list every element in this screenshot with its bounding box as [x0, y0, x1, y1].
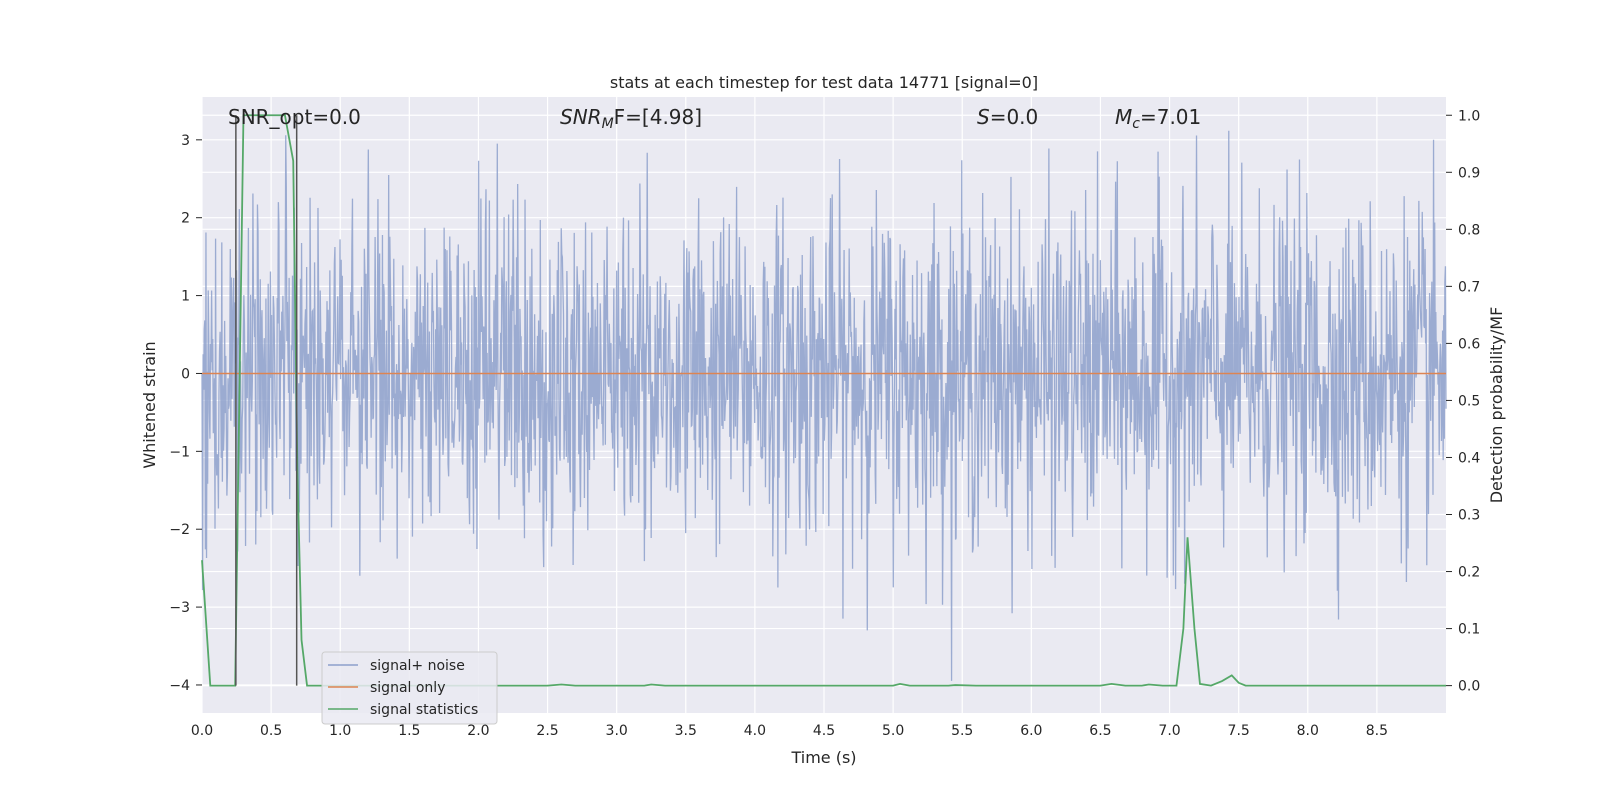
- annotation-mc-main: M: [1115, 105, 1132, 129]
- annotation-mc-tail: =7.01: [1140, 105, 1201, 129]
- x-tick-label: 6.5: [1089, 723, 1111, 739]
- y-tick-label-right: 0.1: [1458, 622, 1480, 638]
- annotation-snr-mf-tail: F=[4.98]: [614, 105, 702, 129]
- y-tick-label-right: 0.6: [1458, 336, 1480, 352]
- legend-label-signal-only: signal only: [370, 680, 445, 696]
- x-tick-label: 0.0: [191, 723, 213, 739]
- x-tick-label: 3.5: [675, 723, 697, 739]
- x-tick-label: 1.5: [398, 723, 420, 739]
- y-tick-label-right: 0.3: [1458, 508, 1480, 524]
- annotation-snr-opt: SNR_opt=0.0: [228, 105, 361, 129]
- y-tick-label-left: −2: [169, 522, 190, 538]
- legend-label-signal-noise: signal+ noise: [370, 658, 465, 674]
- chart-title: stats at each timestep for test data 147…: [610, 73, 1038, 92]
- x-tick-label: 4.0: [744, 723, 766, 739]
- legend: signal+ noise signal only signal statist…: [321, 651, 498, 725]
- x-axis-label: Time (s): [790, 748, 856, 767]
- x-tick-label: 6.0: [1020, 723, 1042, 739]
- annotation-s-main: S: [977, 105, 990, 129]
- annotation-snr-mf-sub: M: [602, 116, 614, 132]
- y-tick-label-right: 1.0: [1458, 108, 1480, 124]
- series-line-signal-statistics: [201, 114, 1446, 687]
- annotation-s-tail: =0.0: [990, 105, 1039, 129]
- series-lines: [201, 114, 1446, 687]
- y-tick-label-right: 0.9: [1458, 165, 1480, 181]
- x-ticks: 0.0 0.5 1.0 1.5 2.0 2.5 3.0 3.5 4.0 4.5 5.0 5.5 6.0 6…: [191, 723, 1388, 739]
- annotation-snr-mf: SNRMF=[4.98]: [560, 105, 702, 132]
- x-tick-label: 2.0: [467, 723, 489, 739]
- annotation-s: S=0.0: [977, 105, 1038, 129]
- x-tick-label: 4.5: [813, 723, 835, 739]
- y-tick-label-left: −1: [169, 444, 190, 460]
- y-tick-label-right: 0.5: [1458, 393, 1480, 409]
- annotation-snr-mf-main: SNR: [560, 105, 602, 129]
- annotation-mc-sub: c: [1132, 116, 1140, 132]
- y-tick-label-right: 0.4: [1458, 450, 1480, 466]
- y-ticks-left: 3 2 1 0 −1 −2 −3 −4: [169, 133, 202, 694]
- y-ticks-right: 1.0 0.9 0.8 0.7 0.6 0.5 0.4 0.3 0.2 0.1 0.0: [1446, 108, 1480, 695]
- y-tick-label-left: −3: [169, 600, 190, 616]
- y-tick-label-right: 0.8: [1458, 222, 1480, 238]
- x-tick-label: 5.5: [951, 723, 973, 739]
- y-tick-label-right: 0.0: [1458, 679, 1480, 695]
- x-tick-label: 5.0: [882, 723, 904, 739]
- y-tick-label-left: 0: [181, 366, 190, 382]
- x-tick-label: 1.0: [329, 723, 351, 739]
- series-line-signal-noise: [201, 130, 1447, 681]
- annotation-mc: Mc=7.01: [1115, 105, 1201, 132]
- y-tick-label-left: 3: [181, 133, 190, 149]
- y-tick-label-left: 1: [181, 289, 190, 305]
- legend-box: [321, 651, 498, 725]
- y-tick-label-left: 2: [181, 211, 190, 227]
- y-tick-label-left: −4: [169, 678, 190, 694]
- x-tick-label: 7.0: [1158, 723, 1180, 739]
- x-tick-label: 8.5: [1366, 723, 1388, 739]
- x-tick-label: 0.5: [260, 723, 282, 739]
- y-tick-label-right: 0.2: [1458, 565, 1480, 581]
- series-signal-noise: [201, 130, 1447, 681]
- x-tick-label: 8.0: [1297, 723, 1319, 739]
- legend-label-signal-statistics: signal statistics: [370, 702, 478, 718]
- y-tick-label-right: 0.7: [1458, 279, 1480, 295]
- y-axis-label-right: Detection probability/MF: [1487, 307, 1506, 504]
- x-tick-label: 2.5: [536, 723, 558, 739]
- x-tick-label: 7.5: [1228, 723, 1250, 739]
- vertical-markers: [235, 115, 298, 686]
- x-tick-label: 3.0: [606, 723, 628, 739]
- y-axis-label-left: Whitened strain: [140, 341, 159, 468]
